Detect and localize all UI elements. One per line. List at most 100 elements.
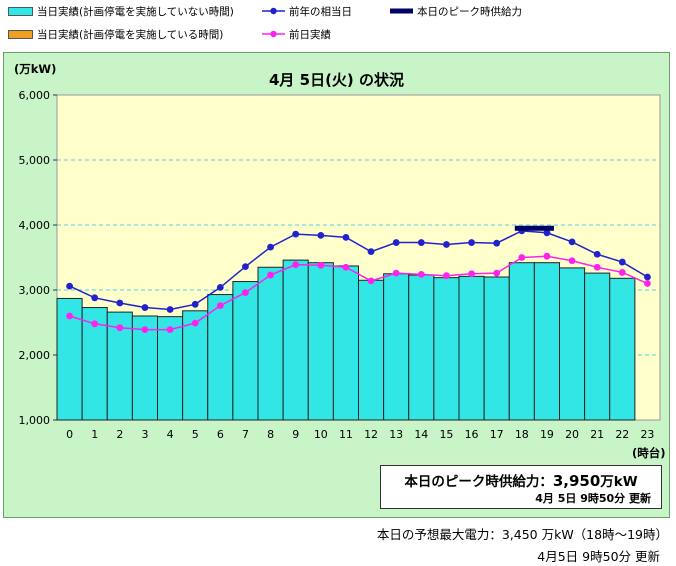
x-tick-label: 3 [141,428,148,441]
y-axis-unit: (万kW) [14,62,57,76]
bar-hour-10 [307,262,334,421]
bar-hour-8 [257,266,284,421]
point-series-1-hour-19 [543,229,551,237]
point-series-1-hour-17 [493,239,501,247]
legend-label: 当日実績(計画停電を実施していない時間) [37,5,234,18]
x-tick-label: 17 [490,428,504,441]
bar-hour-17 [483,276,510,421]
point-series-1-hour-9 [292,230,300,238]
point-series-2-hour-1 [91,320,99,328]
point-series-1-hour-13 [392,239,400,246]
legend-item-previous-day: 前日実績 [262,26,331,42]
x-tick-label: 4 [167,428,174,441]
point-series-1-hour-21 [593,250,601,258]
x-tick-label: 18 [515,428,529,441]
point-series-2-hour-17 [493,269,501,277]
x-axis-unit: (時台) [632,446,666,460]
point-series-1-hour-22 [618,258,626,266]
legend-swatch-orange [8,29,33,39]
legend-swatch-navy-bar [390,4,413,18]
x-tick-label: 16 [465,428,479,441]
x-tick-label: 14 [414,428,428,441]
legend-item-peak-supply: 本日のピーク時供給力 [390,3,522,19]
y-tick-label: 1,000 [19,414,51,427]
point-series-1-hour-8 [267,243,274,251]
x-tick-label: 21 [590,428,604,441]
bar-hour-12 [358,279,385,421]
bar-hour-7 [232,281,259,421]
x-tick-label: 12 [364,428,378,441]
line-series-2 [69,255,648,331]
x-tick-label: 5 [192,428,199,441]
point-series-1-hour-4 [166,306,174,313]
peak-supply-value: 3,950 [552,472,601,490]
bar-hour-11 [332,265,359,421]
legend-item-current-implemented: 当日実績(計画停電を実施している時間) [8,26,223,42]
bar-hour-22 [609,277,636,421]
point-series-2-hour-9 [292,261,300,269]
x-tick-label: 13 [389,428,403,441]
x-tick-label: 19 [540,428,554,441]
point-series-2-hour-15 [443,272,450,280]
point-series-1-hour-2 [116,299,124,307]
point-series-2-hour-16 [468,270,475,278]
x-tick-label: 8 [267,428,274,441]
peak-supply-updated: 4月 5日 9時50分 更新 [535,492,651,505]
point-series-2-hour-14 [417,271,425,278]
x-tick-label: 9 [292,428,299,441]
bar-hour-6 [207,294,234,421]
bar-hour-4 [157,316,184,421]
y-tick-label: 4,000 [19,219,51,232]
bar-hour-13 [383,273,410,421]
point-series-1-hour-10 [317,232,325,239]
y-tick-label: 6,000 [19,89,51,102]
point-series-1-hour-0 [66,282,73,290]
bar-hour-21 [584,272,611,421]
bar-hour-9 [282,259,309,421]
point-series-1-hour-1 [91,294,99,302]
bar-hour-5 [182,310,209,421]
bar-hour-18 [508,262,535,421]
point-series-1-hour-20 [568,238,576,246]
legend-label: 当日実績(計画停電を実施している時間) [37,28,224,41]
x-tick-label: 10 [314,428,328,441]
point-series-2-hour-4 [166,326,174,334]
legend-label: 前年の相当日 [289,5,352,18]
x-tick-label: 15 [439,428,453,441]
x-tick-label: 6 [217,428,224,441]
peak-supply-unit: 万kW [600,474,638,490]
bar-hour-19 [533,262,560,421]
peak-supply-label: 本日のピーク時供給力： [404,474,553,490]
point-series-2-hour-2 [116,324,124,332]
point-series-1-hour-6 [216,284,224,291]
point-series-1-hour-14 [417,239,425,246]
x-tick-label: 22 [615,428,629,441]
point-series-2-hour-19 [543,252,551,260]
point-series-2-hour-3 [141,326,149,334]
point-series-2-hour-5 [191,319,199,327]
x-tick-label: 1 [91,428,98,441]
chart-panel: (万kW) 4月 5日(火) の状況 1,000 2,000 3,000 4,000 5… [3,52,670,518]
point-series-1-hour-3 [141,304,149,311]
legend-swatch-cyan [8,6,33,16]
point-series-2-hour-18 [518,254,526,261]
x-tick-label: 11 [339,428,353,441]
point-series-1-hour-12 [367,248,375,256]
legend-item-previous-year: 前年の相当日 [262,3,352,19]
point-series-2-hour-10 [317,261,325,269]
chart-title: 4月 5日(火) の状況 [268,71,405,89]
x-tick-label: 2 [116,428,123,441]
line-series-1 [69,230,648,311]
x-tick-label: 0 [66,428,73,441]
legend-label: 前日実績 [289,28,331,41]
legend-item-current-not-implemented: 当日実績(計画停電を実施していない時間) [8,3,234,19]
peak-supply-mark [514,225,554,231]
point-series-2-hour-20 [568,257,576,265]
legend-swatch-magenta-line [262,27,285,41]
forecast-max-demand: 本日の予想最大電力：3,450 万kW（18時～19時） [376,527,668,542]
point-series-2-hour-11 [342,263,350,271]
point-series-2-hour-12 [367,277,375,285]
point-series-2-hour-21 [593,263,601,271]
chart-legend: 当日実績(計画停電を実施していない時間) 当日実績(計画停電を実施している時間)… [0,0,676,48]
